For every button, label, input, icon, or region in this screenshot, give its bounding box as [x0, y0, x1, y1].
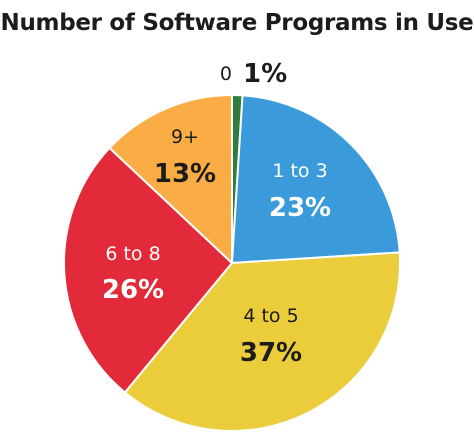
slice-percent-6-to-8: 26%: [102, 275, 164, 305]
chart-title: Number of Software Programs in Use: [0, 10, 474, 36]
slice-percent-0: 1%: [243, 59, 287, 89]
slice-percent-4-to-5: 37%: [240, 338, 302, 368]
slice-label-9-plus: 9+: [171, 126, 199, 148]
slice-label-6-to-8: 6 to 8: [105, 243, 160, 265]
slice-percent-9-plus: 13%: [154, 159, 216, 189]
pie-slice-1-to-3: [231, 94, 401, 264]
slice-label-4-to-5: 4 to 5: [243, 305, 298, 327]
pie-slice-6-to-8: [62, 147, 233, 394]
slice-percent-1-to-3: 23%: [269, 193, 331, 223]
slice-label-0: 0: [220, 63, 232, 85]
slice-label-1-to-3: 1 to 3: [272, 160, 327, 182]
pie-slice-4-to-5: [123, 251, 402, 433]
pie-slice-9-plus: [108, 94, 233, 264]
